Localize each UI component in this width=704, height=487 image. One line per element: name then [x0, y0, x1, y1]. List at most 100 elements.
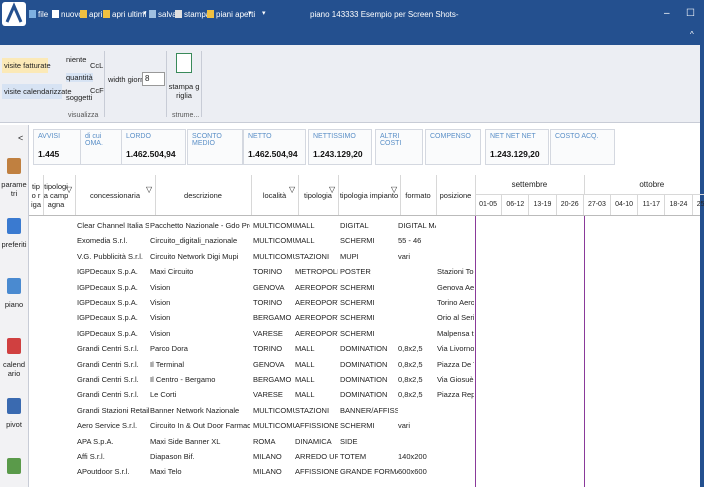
collapse-ribbon[interactable]: ^ — [690, 30, 694, 39]
week-header[interactable]: 27-03 — [584, 195, 611, 215]
column-header[interactable]: concessionaria — [75, 175, 156, 215]
sidebar-item[interactable]: parametri — [1, 180, 27, 198]
sidebar-icon[interactable] — [7, 458, 21, 474]
menu-icon[interactable] — [103, 10, 110, 18]
sidebar-icon[interactable] — [7, 398, 21, 414]
grid-row[interactable]: Affi S.r.l. Diapason Bif. MILANO ARREDO URB… — [29, 449, 700, 464]
menu-icon[interactable] — [29, 10, 36, 18]
cell-posizione: Via Livorno Ang — [437, 344, 474, 354]
week-header[interactable]: 11-17 — [638, 195, 666, 215]
dropdown-arrow[interactable]: ▾ — [262, 10, 266, 17]
column-header[interactable]: tipologia impianto — [338, 175, 401, 215]
menu-item[interactable]: nuovo — [61, 10, 83, 19]
menu-item[interactable]: apri — [89, 10, 103, 19]
maximize-button[interactable]: ☐ — [686, 8, 695, 19]
print-icon[interactable] — [176, 53, 192, 73]
app-logo[interactable] — [2, 2, 26, 26]
dropdown-arrow[interactable]: ▾ — [143, 10, 147, 17]
grid-row[interactable]: Grandi Centri S.r.l. Parco Dora TORINO MALL… — [29, 341, 700, 356]
filter-icon[interactable]: ▽ — [329, 185, 336, 194]
sidebar-icon[interactable] — [7, 278, 21, 294]
menu-icon[interactable] — [207, 10, 214, 18]
cell-tipologia: AEREOPORTI — [295, 328, 338, 338]
toggle[interactable]: CcF — [90, 86, 104, 95]
filter-icon[interactable]: ▽ — [289, 185, 296, 194]
menu-item[interactable]: piani aperti — [216, 10, 256, 19]
cell-posizione: Piazza De Trag — [437, 359, 474, 369]
summary-value: 1.243.129,20 — [313, 149, 363, 159]
week-header[interactable]: 18-24 — [665, 195, 693, 215]
menu-item[interactable]: salva — [158, 10, 177, 19]
cell-concessionaria: IGPDecaux S.p.A. — [77, 328, 138, 338]
menu-icon[interactable] — [149, 10, 156, 18]
week-header[interactable]: 13-19 — [529, 195, 557, 215]
grid-row[interactable]: V.G. Pubblicità S.r.l. Circuito Network D… — [29, 249, 700, 264]
cell-descrizione: Parco Dora — [150, 344, 188, 354]
menu-icon[interactable] — [175, 10, 182, 18]
sidebar-icon[interactable] — [7, 338, 21, 354]
cell-posizione: Torino Aeropor — [437, 298, 474, 307]
grid-row[interactable]: APA S.p.A. Maxi Side Banner XL ROMA DINAMIC… — [29, 434, 700, 449]
week-header[interactable]: 01-05 — [475, 195, 503, 215]
print-grid-button[interactable]: stampa griglia — [168, 82, 200, 100]
minimize-button[interactable]: – — [664, 8, 670, 19]
week-header[interactable]: 04-10 — [611, 195, 639, 215]
column-header[interactable]: descrizione — [155, 175, 252, 215]
grid-row[interactable]: Grandi Centri S.r.l. Le Corti VARESE MALL DO… — [29, 387, 700, 402]
filter-icon[interactable]: ▽ — [146, 185, 153, 194]
display-option[interactable]: quantità — [66, 73, 93, 82]
view-button[interactable]: visite calendarizzate — [2, 84, 72, 99]
sidebar-item[interactable]: preferiti — [1, 240, 27, 249]
menu-icon[interactable] — [52, 10, 59, 18]
display-option[interactable]: niente — [66, 55, 87, 64]
grid-row[interactable]: Exomedia S.r.l. Circuito_digitali_naziona… — [29, 233, 700, 248]
cell-localita: ROMA — [253, 436, 276, 446]
dropdown-arrow[interactable]: ▾ — [248, 10, 252, 17]
grid-row[interactable]: Grandi Stazioni Retail S.p.A.Banner Netw… — [29, 403, 700, 418]
grid-row[interactable]: Clear Channel Italia S.p.A.Pacchetto Naz… — [29, 218, 700, 233]
grid-row[interactable]: IGPDecaux S.p.A. Vision VARESE AEREOPORTISC… — [29, 326, 700, 341]
grid-row[interactable]: IGPDecaux S.p.A. Vision TORINO AEREOPORTISC… — [29, 295, 700, 310]
week-header[interactable]: 06-12 — [502, 195, 530, 215]
cell-impianto: MUPI — [340, 251, 359, 261]
column-header[interactable]: località — [251, 175, 299, 215]
week-header[interactable]: 20-26 — [557, 195, 584, 215]
cell-concessionaria: Grandi Centri S.r.l. — [77, 359, 139, 369]
width-input[interactable]: 8 — [142, 72, 165, 86]
filter-icon[interactable]: ▽ — [66, 185, 73, 194]
grid-row[interactable]: IGPDecaux S.p.A. Maxi Circuito TORINO METRO… — [29, 264, 700, 279]
sidebar-collapse[interactable]: < — [18, 133, 24, 143]
filter-icon[interactable]: ▽ — [391, 185, 398, 194]
menu-item[interactable]: stampa — [184, 10, 211, 19]
column-header[interactable]: formato — [400, 175, 437, 215]
cell-descrizione: Maxi Circuito — [150, 267, 194, 277]
grid-row[interactable]: APoutdoor S.r.l. Maxi Telo MILANO AFFISSION… — [29, 464, 700, 479]
sidebar-item[interactable]: piano — [4, 300, 24, 309]
week-header[interactable]: 25-31 — [693, 195, 704, 215]
grid-row[interactable]: Grandi Centri S.r.l. Il Terminal GENOVA MAL… — [29, 357, 700, 372]
menu-item[interactable]: file — [38, 10, 49, 19]
toggle[interactable]: CcL — [90, 61, 104, 70]
view-button[interactable]: visite fatturate — [2, 58, 51, 73]
column-header[interactable]: tipo riga — [29, 175, 44, 215]
grid-row[interactable]: Grandi Centri S.r.l. Il Centro - Bergamo B… — [29, 372, 700, 387]
grid-row[interactable]: Aero Service S.r.l. Circuito In & Out Doo… — [29, 418, 700, 433]
sidebar-item[interactable]: calendario — [2, 360, 26, 378]
summary-box: COSTO ACQ. — [550, 129, 615, 165]
menu-icon[interactable] — [80, 10, 87, 18]
sidebar-icon[interactable] — [7, 158, 21, 174]
column-header[interactable]: tipologia campagna — [43, 175, 76, 215]
menu-item[interactable]: apri ultimi — [112, 10, 147, 19]
sidebar-item[interactable]: pivot — [6, 420, 22, 429]
cell-impianto: DIGITAL — [340, 221, 369, 230]
grid-row[interactable]: IGPDecaux S.p.A. Vision BERGAMOAEREOPORTIS… — [29, 310, 700, 325]
grid-row[interactable]: IGPDecaux S.p.A. Vision GENOVA AEREOPORTISC… — [29, 280, 700, 295]
summary-label: di cui OMA. — [85, 133, 103, 147]
sidebar-icon[interactable] — [7, 218, 21, 234]
display-option[interactable]: soggetti — [66, 93, 93, 102]
column-header[interactable]: posizione — [436, 175, 476, 215]
cell-impianto: DOMINATION — [340, 344, 388, 354]
column-header[interactable]: tipologia — [298, 175, 339, 215]
cell-impianto: DOMINATION — [340, 390, 388, 400]
column-label: posizione — [439, 190, 472, 200]
